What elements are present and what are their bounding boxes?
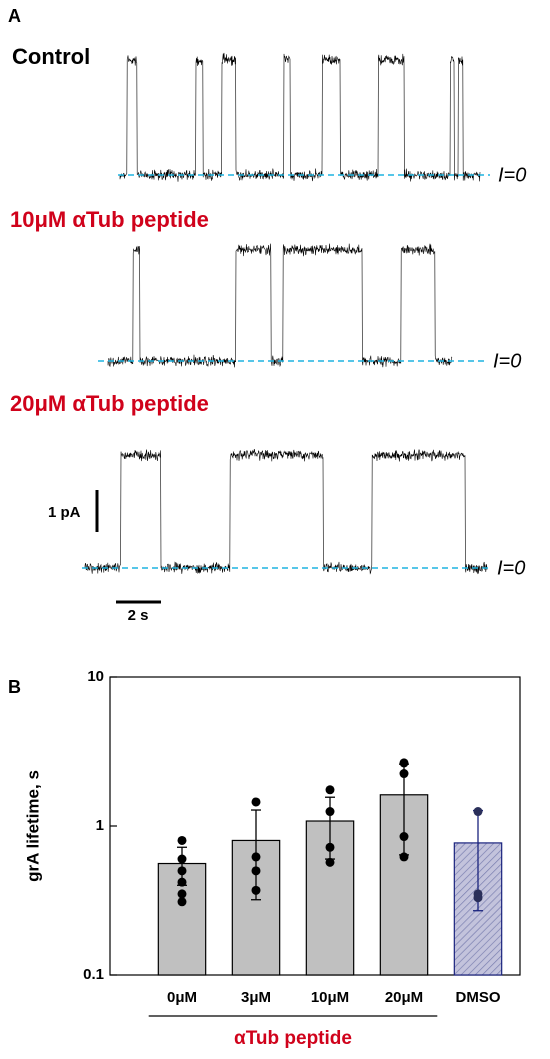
- data-point: [325, 807, 335, 817]
- y-tick-label: 10: [87, 668, 104, 685]
- data-point: [251, 852, 261, 862]
- scale-label: 1 pA: [48, 504, 81, 521]
- x-tick-label: 3μM: [241, 989, 271, 1006]
- x-tick-label: 0μM: [167, 989, 197, 1006]
- zero-label: I=0: [497, 557, 525, 579]
- data-point: [251, 885, 261, 895]
- data-point: [177, 866, 187, 876]
- current-trace: [119, 52, 481, 182]
- data-point: [325, 857, 335, 867]
- current-trace: [107, 243, 453, 368]
- current-trace: [84, 448, 488, 575]
- x-tick-label: DMSO: [456, 989, 501, 1006]
- data-point: [325, 785, 335, 795]
- data-point: [177, 889, 187, 899]
- data-point: [177, 877, 187, 887]
- panel-label: A: [8, 6, 21, 26]
- zero-label: I=0: [493, 350, 521, 372]
- data-point: [251, 797, 261, 807]
- panel-label: B: [8, 677, 21, 697]
- data-point: [325, 842, 335, 852]
- data-point: [399, 758, 409, 768]
- data-point: [399, 769, 409, 779]
- plot: 0.1 1 10 0μM 3μM 10μM 20μM DMSO αTub peptide: [83, 668, 521, 1049]
- data-point: [399, 852, 409, 862]
- x-tick-label: 20μM: [385, 989, 423, 1006]
- y-tick-label: 1: [96, 817, 104, 834]
- scale-label: 2 s: [128, 607, 149, 624]
- data-point: [177, 854, 187, 864]
- data-point: [473, 893, 483, 903]
- data-point: [177, 897, 187, 907]
- y-tick-label: 0.1: [83, 966, 104, 983]
- trace-label: 10μM αTub peptide: [10, 207, 209, 232]
- data-point: [473, 807, 483, 817]
- zero-label: I=0: [498, 164, 526, 186]
- trace-label: 20μM αTub peptide: [10, 391, 209, 416]
- group-label: αTub peptide: [234, 1028, 352, 1049]
- trace-label: Control: [12, 44, 90, 69]
- data-point: [399, 832, 409, 842]
- x-tick-label: 10μM: [311, 989, 349, 1006]
- data-point: [177, 835, 187, 845]
- data-point: [251, 866, 261, 876]
- y-axis-label: grA lifetime, s: [23, 770, 42, 882]
